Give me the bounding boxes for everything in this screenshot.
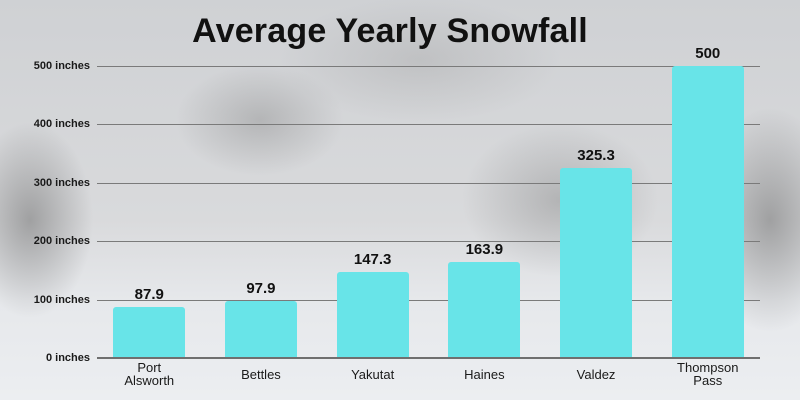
bar-value-label: 325.3 — [577, 147, 615, 165]
x-axis-category-label: Valdez — [541, 368, 651, 381]
category-label-line1: Yakutat — [351, 367, 395, 382]
x-axis-category-label: Yakutat — [318, 368, 428, 381]
bar-value-label: 97.9 — [246, 279, 276, 297]
category-label-line1: Bettles — [241, 367, 281, 382]
x-axis-category-label: Bettles — [206, 368, 316, 381]
bar-value-label: 500 — [695, 45, 721, 62]
gridline — [97, 241, 760, 243]
y-axis-tick-label: 100 inches — [33, 293, 90, 306]
bar-value-label: 87.9 — [134, 285, 164, 303]
chart-title: Average Yearly Snowfall — [192, 12, 588, 50]
x-axis-category-label: Port Alsworth — [94, 361, 204, 387]
x-axis-category-label: Haines — [429, 368, 539, 381]
y-axis-tick-label: 200 inches — [33, 235, 90, 248]
bar — [671, 66, 744, 358]
y-axis-tick-label: 500 inches — [33, 60, 90, 72]
category-label-line1: Valdez — [576, 367, 616, 382]
bar — [113, 306, 186, 358]
bar — [560, 168, 633, 358]
x-axis-category-label: Thompson Pass — [653, 361, 763, 387]
gridline — [97, 66, 760, 67]
y-axis-tick-label: 0 inches — [45, 352, 90, 364]
gridline — [97, 124, 760, 126]
bar — [448, 262, 521, 358]
gridline — [97, 299, 760, 301]
bar-value-label: 163.9 — [465, 241, 504, 259]
bar-value-label: 147.3 — [353, 250, 392, 268]
category-label-line1: Port — [137, 360, 162, 375]
gridline — [97, 182, 760, 184]
bar — [336, 271, 409, 358]
category-label-line1: Haines — [464, 367, 505, 382]
x-axis-line — [97, 357, 760, 359]
category-label-line1: Thompson — [677, 360, 739, 375]
y-axis-tick-label: 400 inches — [33, 118, 90, 131]
category-label-line2: Pass — [693, 373, 723, 388]
y-axis-tick-label: 300 inches — [33, 176, 90, 189]
category-label-line2: Alsworth — [124, 373, 175, 388]
bar — [224, 300, 297, 358]
